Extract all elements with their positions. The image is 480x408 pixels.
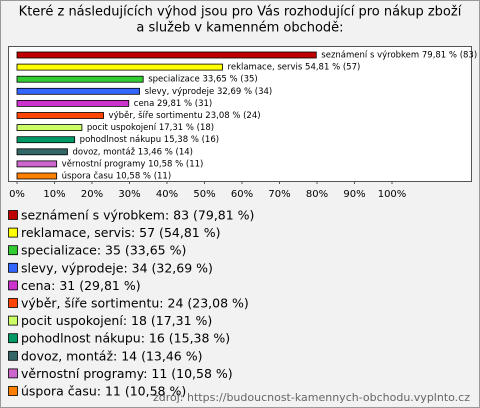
value-label: seznámení s výrobkem 79,81 % (83) xyxy=(321,51,477,61)
x-tick-label: 50% xyxy=(193,189,215,200)
bar xyxy=(16,51,317,59)
value-label: výběr, šíře sortimentu 23,08 % (24) xyxy=(109,110,261,121)
x-tick-label: 10% xyxy=(43,189,65,200)
value-label: věrnostní programy 10,58 % (11) xyxy=(62,159,204,169)
value-label: slevy, výprodeje 32,69 % (34) xyxy=(145,87,273,97)
legend-label: výběr, šíře sortimentu: 24 (23,08 %) xyxy=(21,296,249,311)
legend-swatch xyxy=(8,245,18,256)
legend-swatch xyxy=(8,262,18,273)
legend-label: dovoz, montáž: 14 (13,46 %) xyxy=(21,348,202,363)
bar xyxy=(16,63,223,71)
legend-swatch xyxy=(8,210,18,220)
x-tick-label: 70% xyxy=(268,189,290,200)
legend-label: věrnostní programy: 11 (10,58 %) xyxy=(21,366,233,381)
x-tick-label: 80% xyxy=(306,189,328,200)
x-tick-label: 40% xyxy=(156,189,178,200)
bar xyxy=(16,87,140,95)
value-label: cena 29,81 % (31) xyxy=(134,99,212,109)
value-label: specializace 33,65 % (35) xyxy=(148,75,258,85)
legend-label: úspora času: 11 (10,58 %) xyxy=(21,384,186,399)
legend-label: cena: 31 (29,81 %) xyxy=(21,278,141,293)
legend-swatch xyxy=(8,298,18,308)
value-label: reklamace, servis 54,81 % (57) xyxy=(228,63,361,73)
x-tick-label: 30% xyxy=(118,189,140,200)
legend-label: seznámení s výrobkem: 83 (79,81 %) xyxy=(21,208,254,223)
x-tick-label: 100% xyxy=(378,189,407,200)
bar xyxy=(16,124,83,131)
x-tick-label: 20% xyxy=(81,189,103,200)
value-label: pocit uspokojení 17,31 % (18) xyxy=(87,123,214,133)
source: zdroj: https://budoucnost-kamennych-obch… xyxy=(153,391,470,404)
value-label: pohodlnost nákupu 15,38 % (16) xyxy=(80,135,219,145)
bar xyxy=(16,100,130,107)
chart-title: Které z následujících výhod jsou pro Vás… xyxy=(19,5,462,20)
legend-swatch xyxy=(8,368,18,379)
legend-label: slevy, výprodeje: 34 (32,69 %) xyxy=(21,260,213,275)
bar xyxy=(16,112,104,119)
x-tick-label: 0% xyxy=(9,189,25,200)
legend-swatch xyxy=(8,350,18,361)
legend-label: pocit uspokojení: 18 (17,31 %) xyxy=(21,313,212,328)
bar xyxy=(16,136,76,144)
legend-swatch xyxy=(8,333,18,344)
bar xyxy=(16,172,58,180)
legend-swatch xyxy=(8,227,18,238)
legend-label: reklamace, servis: 57 (54,81 %) xyxy=(21,225,220,240)
legend-label: specializace: 35 (33,65 %) xyxy=(21,243,186,258)
x-tick-label: 60% xyxy=(231,189,253,200)
value-label: dovoz, montáž 13,46 % (14) xyxy=(72,147,193,157)
x-tick-label: 90% xyxy=(343,189,365,200)
bar xyxy=(16,75,144,83)
legend-swatch xyxy=(8,315,18,326)
legend-swatch xyxy=(8,280,18,291)
chart-title: a služeb v kamenném obchodě: xyxy=(136,21,343,36)
bar xyxy=(16,160,58,168)
bar xyxy=(16,148,68,156)
value-label: úspora času 10,58 % (11) xyxy=(62,171,171,182)
legend-swatch xyxy=(8,386,18,396)
legend-label: pohodlnost nákupu: 16 (15,38 %) xyxy=(21,331,230,346)
